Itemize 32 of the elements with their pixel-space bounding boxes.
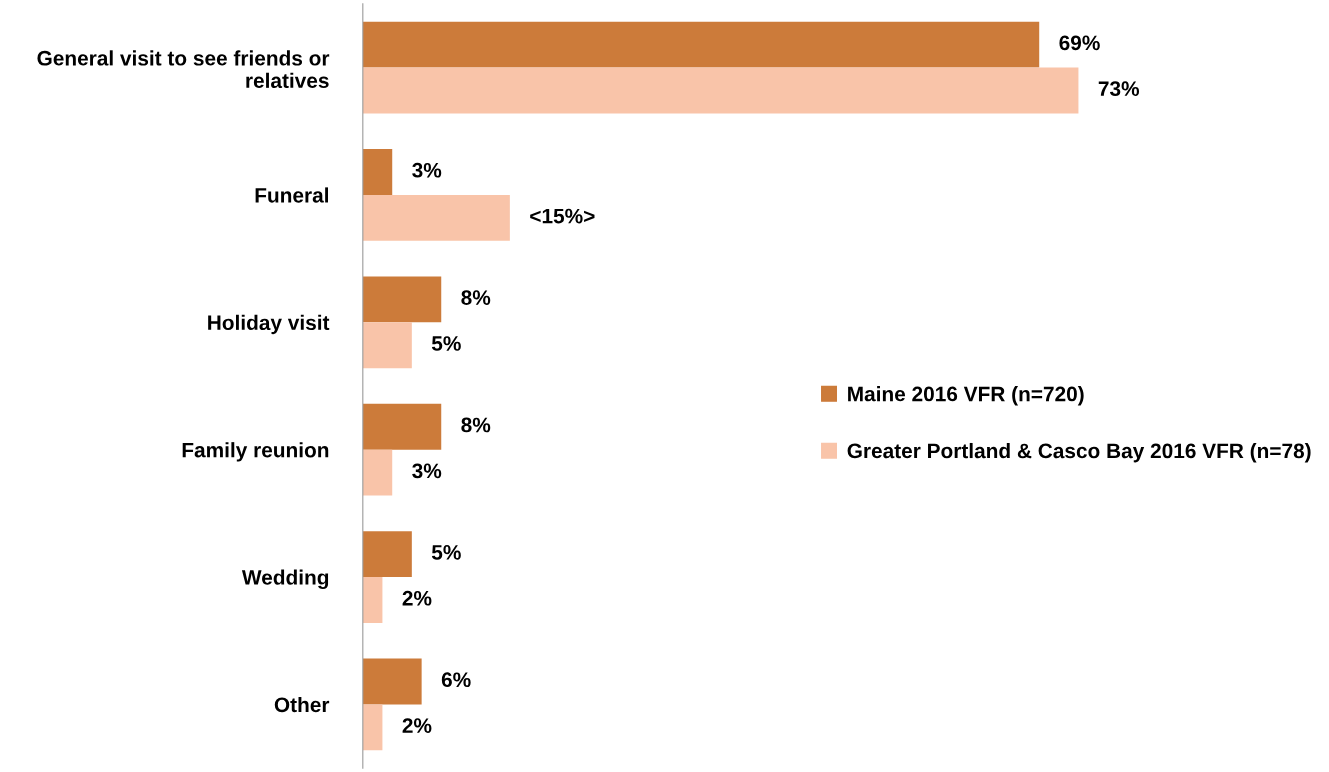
bar [362,403,442,450]
bar [362,322,412,369]
data-label: 3% [412,463,442,479]
data-label: 2% [402,590,432,606]
bar [362,67,1079,114]
y-tick-label: Other [274,696,330,713]
legend-label: Greater Portland & Casco Bay 2016 VFR (n=78) [847,442,1311,463]
y-tick-label: Wedding [241,569,329,590]
bar [362,21,1040,68]
y-tick-label: Funeral [255,187,329,203]
data-label: 8% [461,417,491,433]
bar [362,276,442,323]
bar [362,704,383,751]
data-label: 2% [402,718,432,733]
y-tick-label: Family reunion [182,442,329,462]
bar [362,149,393,195]
data-label: 5% [431,336,461,351]
bar [362,577,383,623]
data-label: <15%> [530,208,595,224]
y-tick-label: Holiday visit [208,314,330,335]
data-label: 3% [412,162,442,178]
data-label: 6% [441,672,471,688]
data-label: 5% [431,545,461,560]
data-label: 69% [1059,35,1100,51]
bar [362,449,393,496]
bar [362,194,510,241]
bar [362,658,422,705]
bar [362,531,412,578]
y-tick-label: General visit to see friends or relatives [37,50,330,89]
data-label: 8% [461,290,491,305]
legend-label: Maine 2016 VFR (n=720) [848,386,1084,406]
data-label: 73% [1098,81,1140,97]
